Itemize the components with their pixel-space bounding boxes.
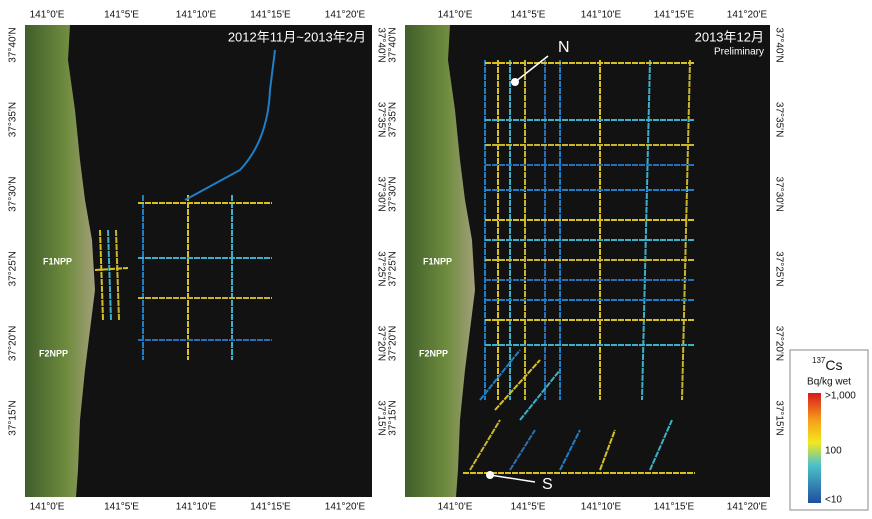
point-label: S — [542, 476, 553, 493]
lon-label: 141°20'E — [727, 502, 768, 513]
lat-label: 37°25'N — [773, 251, 784, 286]
lat-label: 37°35'N — [388, 102, 399, 137]
legend-element: Cs — [825, 357, 842, 373]
lon-label: 141°10'E — [581, 10, 622, 21]
lat-label: 37°15'N — [375, 400, 386, 435]
legend: 137Cs Bq/kg wet >1,000 100 <10 — [790, 350, 868, 510]
lon-label: 141°15'E — [654, 10, 695, 21]
site-label: F2NPP — [419, 348, 448, 358]
lat-label: 37°40'N — [773, 27, 784, 62]
legend-isotope: 137 — [812, 356, 826, 365]
legend-tick: >1,000 — [825, 391, 856, 402]
lon-label: 141°20'E — [727, 10, 768, 21]
site-label: F1NPP — [423, 256, 452, 266]
lat-label: 37°15'N — [8, 400, 19, 435]
lon-label: 141°10'E — [176, 10, 217, 21]
lon-label: 141°15'E — [250, 502, 291, 513]
colorbar — [808, 393, 821, 503]
lon-label: 141°0'E — [438, 502, 473, 513]
lat-label: 37°40'N — [375, 27, 386, 62]
lat-label: 37°20'N — [773, 326, 784, 361]
lat-label: 37°40'N — [388, 27, 399, 62]
map-figure: 141°0'E 141°0'E 141°5'E 141°5'E 141°10'E 141°… — [0, 0, 872, 514]
lat-label: 37°30'N — [388, 177, 399, 212]
lon-label: 141°0'E — [438, 10, 473, 21]
lat-label: 37°30'N — [773, 177, 784, 212]
point-label: N — [558, 39, 570, 56]
lat-label: 37°15'N — [773, 400, 784, 435]
lon-label: 141°10'E — [176, 502, 217, 513]
lat-label: 37°25'N — [375, 251, 386, 286]
lat-label: 37°40'N — [8, 27, 19, 62]
lat-label: 37°20'N — [8, 326, 19, 361]
lat-label: 37°20'N — [388, 326, 399, 361]
lon-label: 141°15'E — [250, 10, 291, 21]
lat-label: 37°20'N — [375, 326, 386, 361]
legend-box — [790, 350, 868, 510]
panel-subtitle: Preliminary — [714, 47, 764, 58]
lon-label: 141°5'E — [104, 10, 139, 21]
lon-label: 141°5'E — [511, 10, 546, 21]
lon-label: 141°15'E — [654, 502, 695, 513]
lon-label: 141°5'E — [104, 502, 139, 513]
lat-label: 37°35'N — [375, 102, 386, 137]
lat-label: 37°35'N — [8, 102, 19, 137]
lat-label: 37°15'N — [388, 400, 399, 435]
site-label: F1NPP — [43, 256, 72, 266]
legend-tick: <10 — [825, 495, 842, 506]
lon-label: 141°20'E — [325, 10, 366, 21]
lon-label: 141°20'E — [325, 502, 366, 513]
legend-unit: Bq/kg wet — [807, 377, 851, 388]
lat-label: 37°30'N — [375, 177, 386, 212]
lat-label: 37°25'N — [388, 251, 399, 286]
site-label: F2NPP — [39, 348, 68, 358]
lon-label: 141°5'E — [511, 502, 546, 513]
panel-title: 2013年12月 — [695, 29, 764, 44]
lat-label: 37°35'N — [773, 102, 784, 137]
lat-label: 37°25'N — [8, 251, 19, 286]
lon-label: 141°0'E — [30, 10, 65, 21]
legend-tick: 100 — [825, 446, 842, 457]
panel-title: 2012年11月~2013年2月 — [228, 29, 366, 44]
lat-label: 37°30'N — [8, 177, 19, 212]
lon-label: 141°0'E — [30, 502, 65, 513]
lon-label: 141°10'E — [581, 502, 622, 513]
